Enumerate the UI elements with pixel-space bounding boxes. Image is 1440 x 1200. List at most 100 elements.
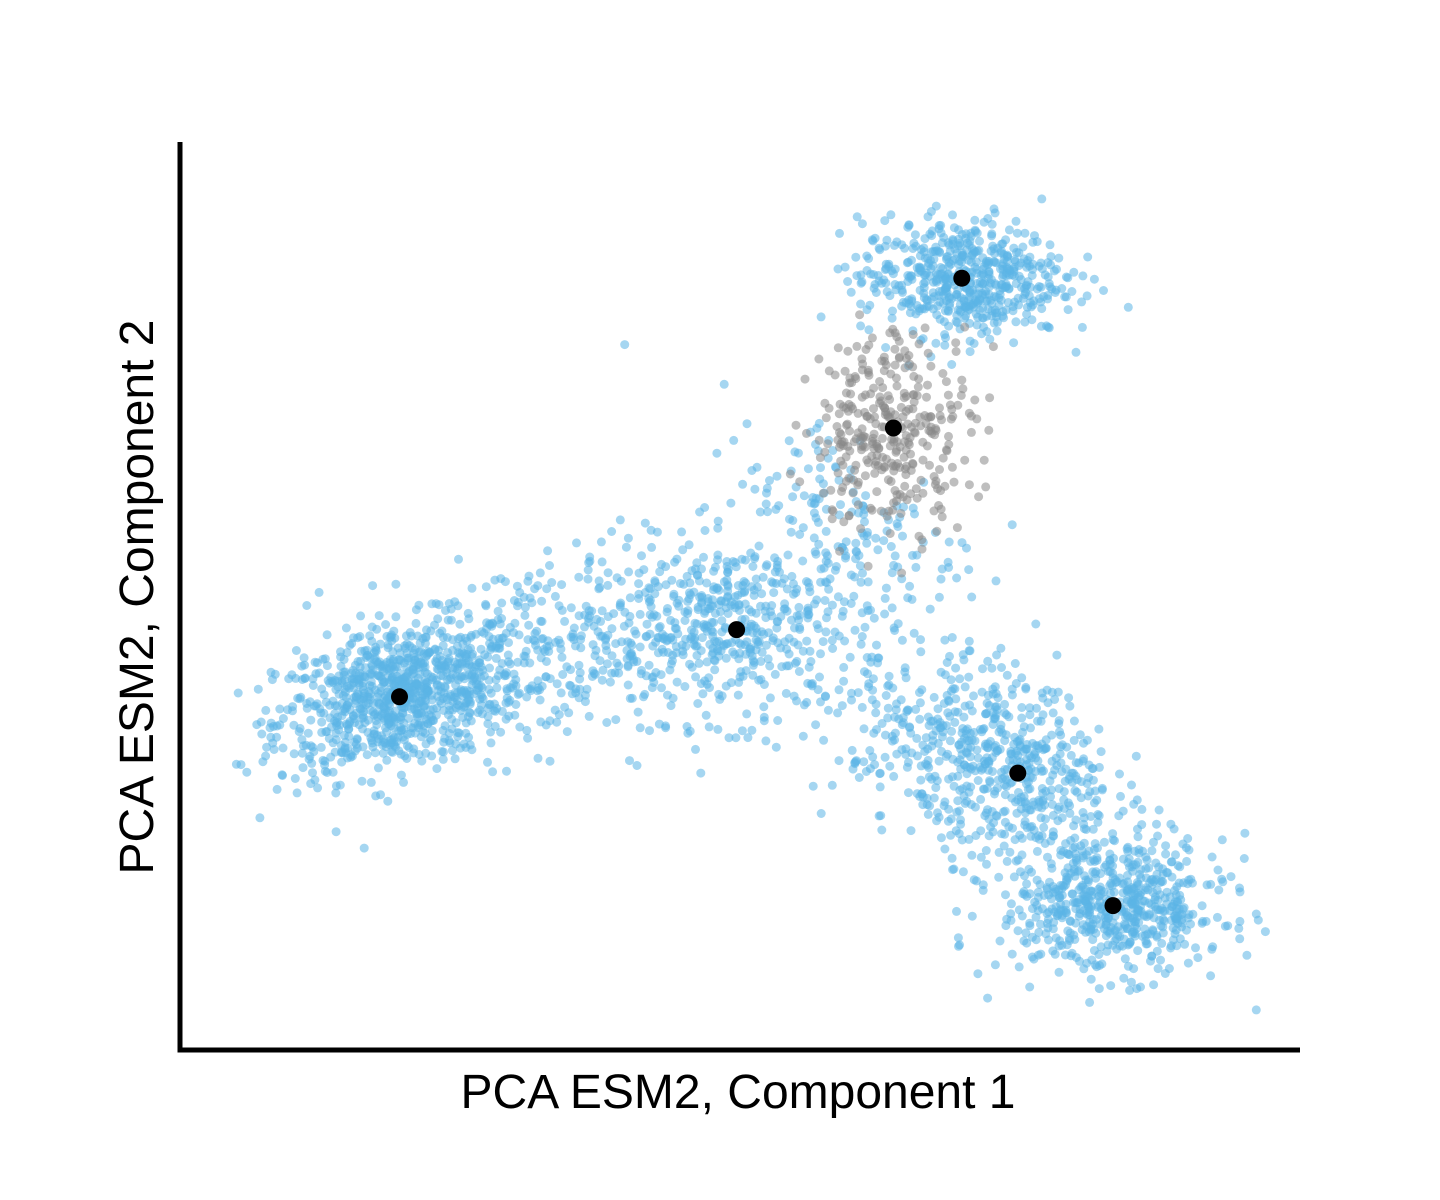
data-point	[932, 776, 942, 786]
data-point	[1061, 292, 1071, 302]
data-point	[912, 733, 922, 743]
data-point	[1020, 317, 1030, 327]
data-point	[759, 712, 769, 722]
data-point	[1183, 958, 1193, 968]
data-point	[1022, 755, 1032, 765]
data-point	[493, 606, 503, 616]
data-point	[576, 635, 586, 644]
data-point	[537, 617, 547, 626]
data-point	[1045, 240, 1055, 250]
data-point	[502, 766, 511, 776]
data-point	[1021, 682, 1031, 692]
data-point	[533, 581, 543, 591]
data-point	[782, 644, 792, 654]
data-point	[942, 252, 952, 262]
data-point	[721, 639, 731, 649]
data-point	[918, 740, 928, 750]
data-point	[890, 360, 900, 370]
data-point	[1089, 274, 1099, 284]
data-point	[853, 500, 863, 510]
data-point	[702, 657, 712, 667]
data-point	[890, 551, 900, 561]
data-point	[680, 607, 690, 617]
data-point	[1050, 288, 1060, 297]
data-point	[275, 720, 285, 730]
data-point	[531, 640, 541, 650]
data-point	[923, 809, 933, 819]
data-point	[1057, 284, 1067, 293]
data-point	[867, 505, 877, 515]
data-point	[1079, 738, 1088, 748]
data-point	[365, 705, 375, 715]
data-point	[373, 692, 383, 702]
data-point	[828, 446, 838, 455]
data-point	[1032, 703, 1041, 713]
data-point	[420, 658, 430, 668]
data-point	[305, 697, 315, 707]
data-point	[1043, 852, 1052, 862]
data-point	[610, 668, 620, 678]
data-point	[1037, 304, 1047, 314]
data-point	[371, 646, 381, 656]
data-point	[951, 347, 961, 356]
data-point	[1061, 899, 1071, 909]
data-point	[983, 690, 993, 700]
data-point	[996, 264, 1005, 274]
data-point	[632, 761, 642, 770]
data-point	[1038, 796, 1048, 806]
data-point	[773, 716, 783, 725]
data-point	[1041, 743, 1051, 753]
data-point	[1086, 925, 1096, 935]
data-point	[788, 516, 798, 525]
data-point	[1000, 699, 1010, 709]
data-point	[880, 265, 890, 275]
data-point	[862, 531, 872, 541]
data-point	[874, 653, 884, 663]
data-point	[377, 731, 386, 741]
data-point	[615, 515, 625, 525]
data-point	[1031, 912, 1041, 922]
data-point	[947, 633, 957, 642]
data-point	[888, 306, 897, 316]
data-point	[913, 382, 923, 392]
data-point	[1043, 258, 1053, 268]
data-point	[1056, 742, 1066, 752]
data-point	[1116, 791, 1125, 801]
data-point	[623, 533, 633, 543]
data-point	[1041, 929, 1051, 939]
data-point	[962, 762, 972, 772]
data-point	[901, 353, 911, 363]
data-point	[906, 826, 916, 836]
data-point	[698, 689, 708, 699]
data-point	[936, 833, 946, 843]
data-point	[885, 395, 895, 404]
data-point	[983, 993, 993, 1003]
data-point	[724, 733, 734, 743]
data-point	[637, 551, 646, 561]
data-point	[885, 529, 895, 538]
data-point	[697, 633, 707, 643]
data-point	[1155, 915, 1164, 925]
data-point	[944, 261, 954, 271]
data-point	[432, 653, 442, 663]
data-point	[981, 846, 991, 855]
data-point	[872, 487, 882, 497]
data-point	[887, 313, 897, 323]
data-point	[844, 473, 854, 483]
data-point	[369, 726, 379, 736]
data-point	[625, 756, 634, 766]
data-point	[460, 671, 470, 681]
data-point	[723, 609, 733, 618]
data-point	[827, 505, 837, 515]
data-point	[747, 607, 756, 617]
data-point	[791, 588, 801, 598]
data-point	[996, 643, 1006, 653]
data-point	[919, 247, 929, 257]
data-point	[423, 687, 433, 697]
data-point	[296, 692, 306, 702]
data-point	[661, 562, 671, 572]
data-point	[808, 781, 818, 791]
data-point	[856, 299, 866, 309]
data-point	[934, 756, 944, 766]
data-point	[607, 527, 617, 536]
